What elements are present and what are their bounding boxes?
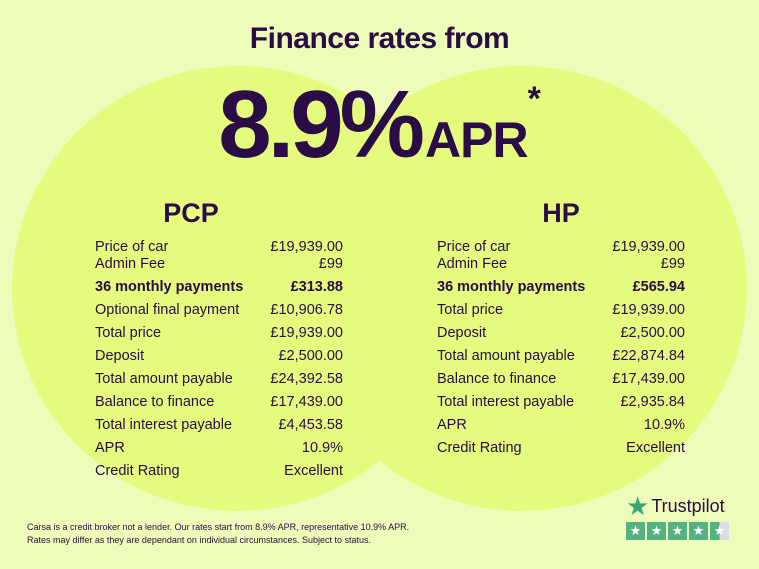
trustpilot-rating-star-icon: ★ (710, 522, 729, 540)
row-value: 10.9% (643, 417, 685, 433)
trustpilot-badge: ★ Trustpilot ★ ★ ★ ★ ★ (626, 491, 729, 540)
row-label: Total interest payable (95, 417, 233, 433)
trustpilot-rating-star-icon: ★ (668, 522, 687, 540)
row-label: Credit Rating (95, 463, 180, 479)
row-value: £565.94 (632, 279, 685, 295)
hp-section: HP Price of car £19,939.00 Admin Fee £99 36 … (437, 198, 685, 457)
row-value: £313.88 (290, 279, 343, 295)
hp-row: Price of car £19,939.00 (437, 239, 685, 256)
row-label: Total interest payable (437, 394, 575, 410)
row-label: APR (437, 417, 467, 433)
hp-row: Total price £19,939.00 (437, 302, 685, 319)
pcp-row: Credit Rating Excellent (95, 463, 343, 480)
rate-value: 8.9% (218, 71, 425, 178)
row-value: £10,906.78 (270, 302, 343, 318)
hp-row: Total interest payable £2,935.84 (437, 394, 685, 411)
row-label: 36 monthly payments (437, 279, 586, 295)
row-value: £2,935.84 (620, 394, 685, 410)
row-value: £99 (660, 256, 685, 272)
hp-row: Balance to finance £17,439.00 (437, 371, 685, 388)
row-label: Deposit (437, 325, 487, 341)
headline: Finance rates from (249, 22, 510, 55)
row-label: Total amount payable (437, 348, 575, 364)
row-value: £24,392.58 (270, 371, 343, 387)
trustpilot-rating: ★ ★ ★ ★ ★ (626, 522, 729, 540)
row-label: APR (95, 440, 125, 456)
apr-label: APR (425, 112, 529, 168)
disclaimer: Carsa is a credit broker not a lender. O… (27, 521, 409, 547)
row-label: Balance to finance (95, 394, 215, 410)
trustpilot-rating-star-icon: ★ (647, 522, 666, 540)
row-value: £2,500.00 (278, 348, 343, 364)
row-label: Total amount payable (95, 371, 233, 387)
row-value: £2,500.00 (620, 325, 685, 341)
row-value: £17,439.00 (612, 371, 685, 387)
hp-title: HP (542, 198, 580, 228)
row-label: Admin Fee (437, 256, 508, 272)
row-label: Total price (95, 325, 162, 341)
row-label: Balance to finance (437, 371, 557, 387)
row-value: £17,439.00 (270, 394, 343, 410)
row-label: Optional final payment (95, 302, 240, 318)
row-value: £19,939.00 (612, 239, 685, 255)
asterisk: * (527, 80, 541, 118)
pcp-row: Total amount payable £24,392.58 (95, 371, 343, 388)
disclaimer-line-1: Carsa is a credit broker not a lender. O… (27, 522, 410, 532)
row-label: 36 monthly payments (95, 279, 244, 295)
row-value: £19,939.00 (270, 325, 343, 341)
hp-row: Total amount payable £22,874.84 (437, 348, 685, 365)
decorative-circle-right (297, 66, 747, 511)
pcp-row: Balance to finance £17,439.00 (95, 394, 343, 411)
row-label: Price of car (95, 239, 169, 255)
hp-row: APR 10.9% (437, 417, 685, 434)
row-value: Excellent (284, 463, 343, 479)
trustpilot-name: Trustpilot (651, 495, 725, 516)
trustpilot-rating-star-icon: ★ (689, 522, 708, 540)
row-value: £4,453.58 (278, 417, 343, 433)
headline-rate: 8.9%APR* (0, 70, 759, 180)
row-value: £19,939.00 (270, 239, 343, 255)
disclaimer-line-2: Rates may differ as they are dependant o… (27, 535, 372, 545)
row-label: Total price (437, 302, 504, 318)
pcp-row: Total price £19,939.00 (95, 325, 343, 342)
row-label: Deposit (95, 348, 145, 364)
hp-row: Admin Fee £99 (437, 256, 685, 273)
pcp-section: PCP Price of car £19,939.00 Admin Fee £99 36… (95, 198, 343, 480)
row-label: Price of car (437, 239, 511, 255)
row-value: £99 (318, 256, 343, 272)
row-value: 10.9% (301, 440, 343, 456)
hp-row: Deposit £2,500.00 (437, 325, 685, 342)
pcp-row: 36 monthly payments £313.88 (95, 279, 343, 296)
pcp-row: Deposit £2,500.00 (95, 348, 343, 365)
trustpilot-rating-star-icon: ★ (626, 522, 645, 540)
pcp-title: PCP (163, 198, 219, 228)
row-value: £22,874.84 (612, 348, 685, 364)
row-label: Credit Rating (437, 440, 522, 456)
hp-row: Credit Rating Excellent (437, 440, 685, 457)
pcp-row: Admin Fee £99 (95, 256, 343, 273)
row-value: Excellent (626, 440, 685, 456)
pcp-row: APR 10.9% (95, 440, 343, 457)
pcp-row: Total interest payable £4,453.58 (95, 417, 343, 434)
hp-row: 36 monthly payments £565.94 (437, 279, 685, 296)
row-value: £19,939.00 (612, 302, 685, 318)
pcp-row: Price of car £19,939.00 (95, 239, 343, 256)
row-label: Admin Fee (95, 256, 166, 272)
trustpilot-star-icon: ★ (626, 491, 650, 521)
pcp-row: Optional final payment £10,906.78 (95, 302, 343, 319)
